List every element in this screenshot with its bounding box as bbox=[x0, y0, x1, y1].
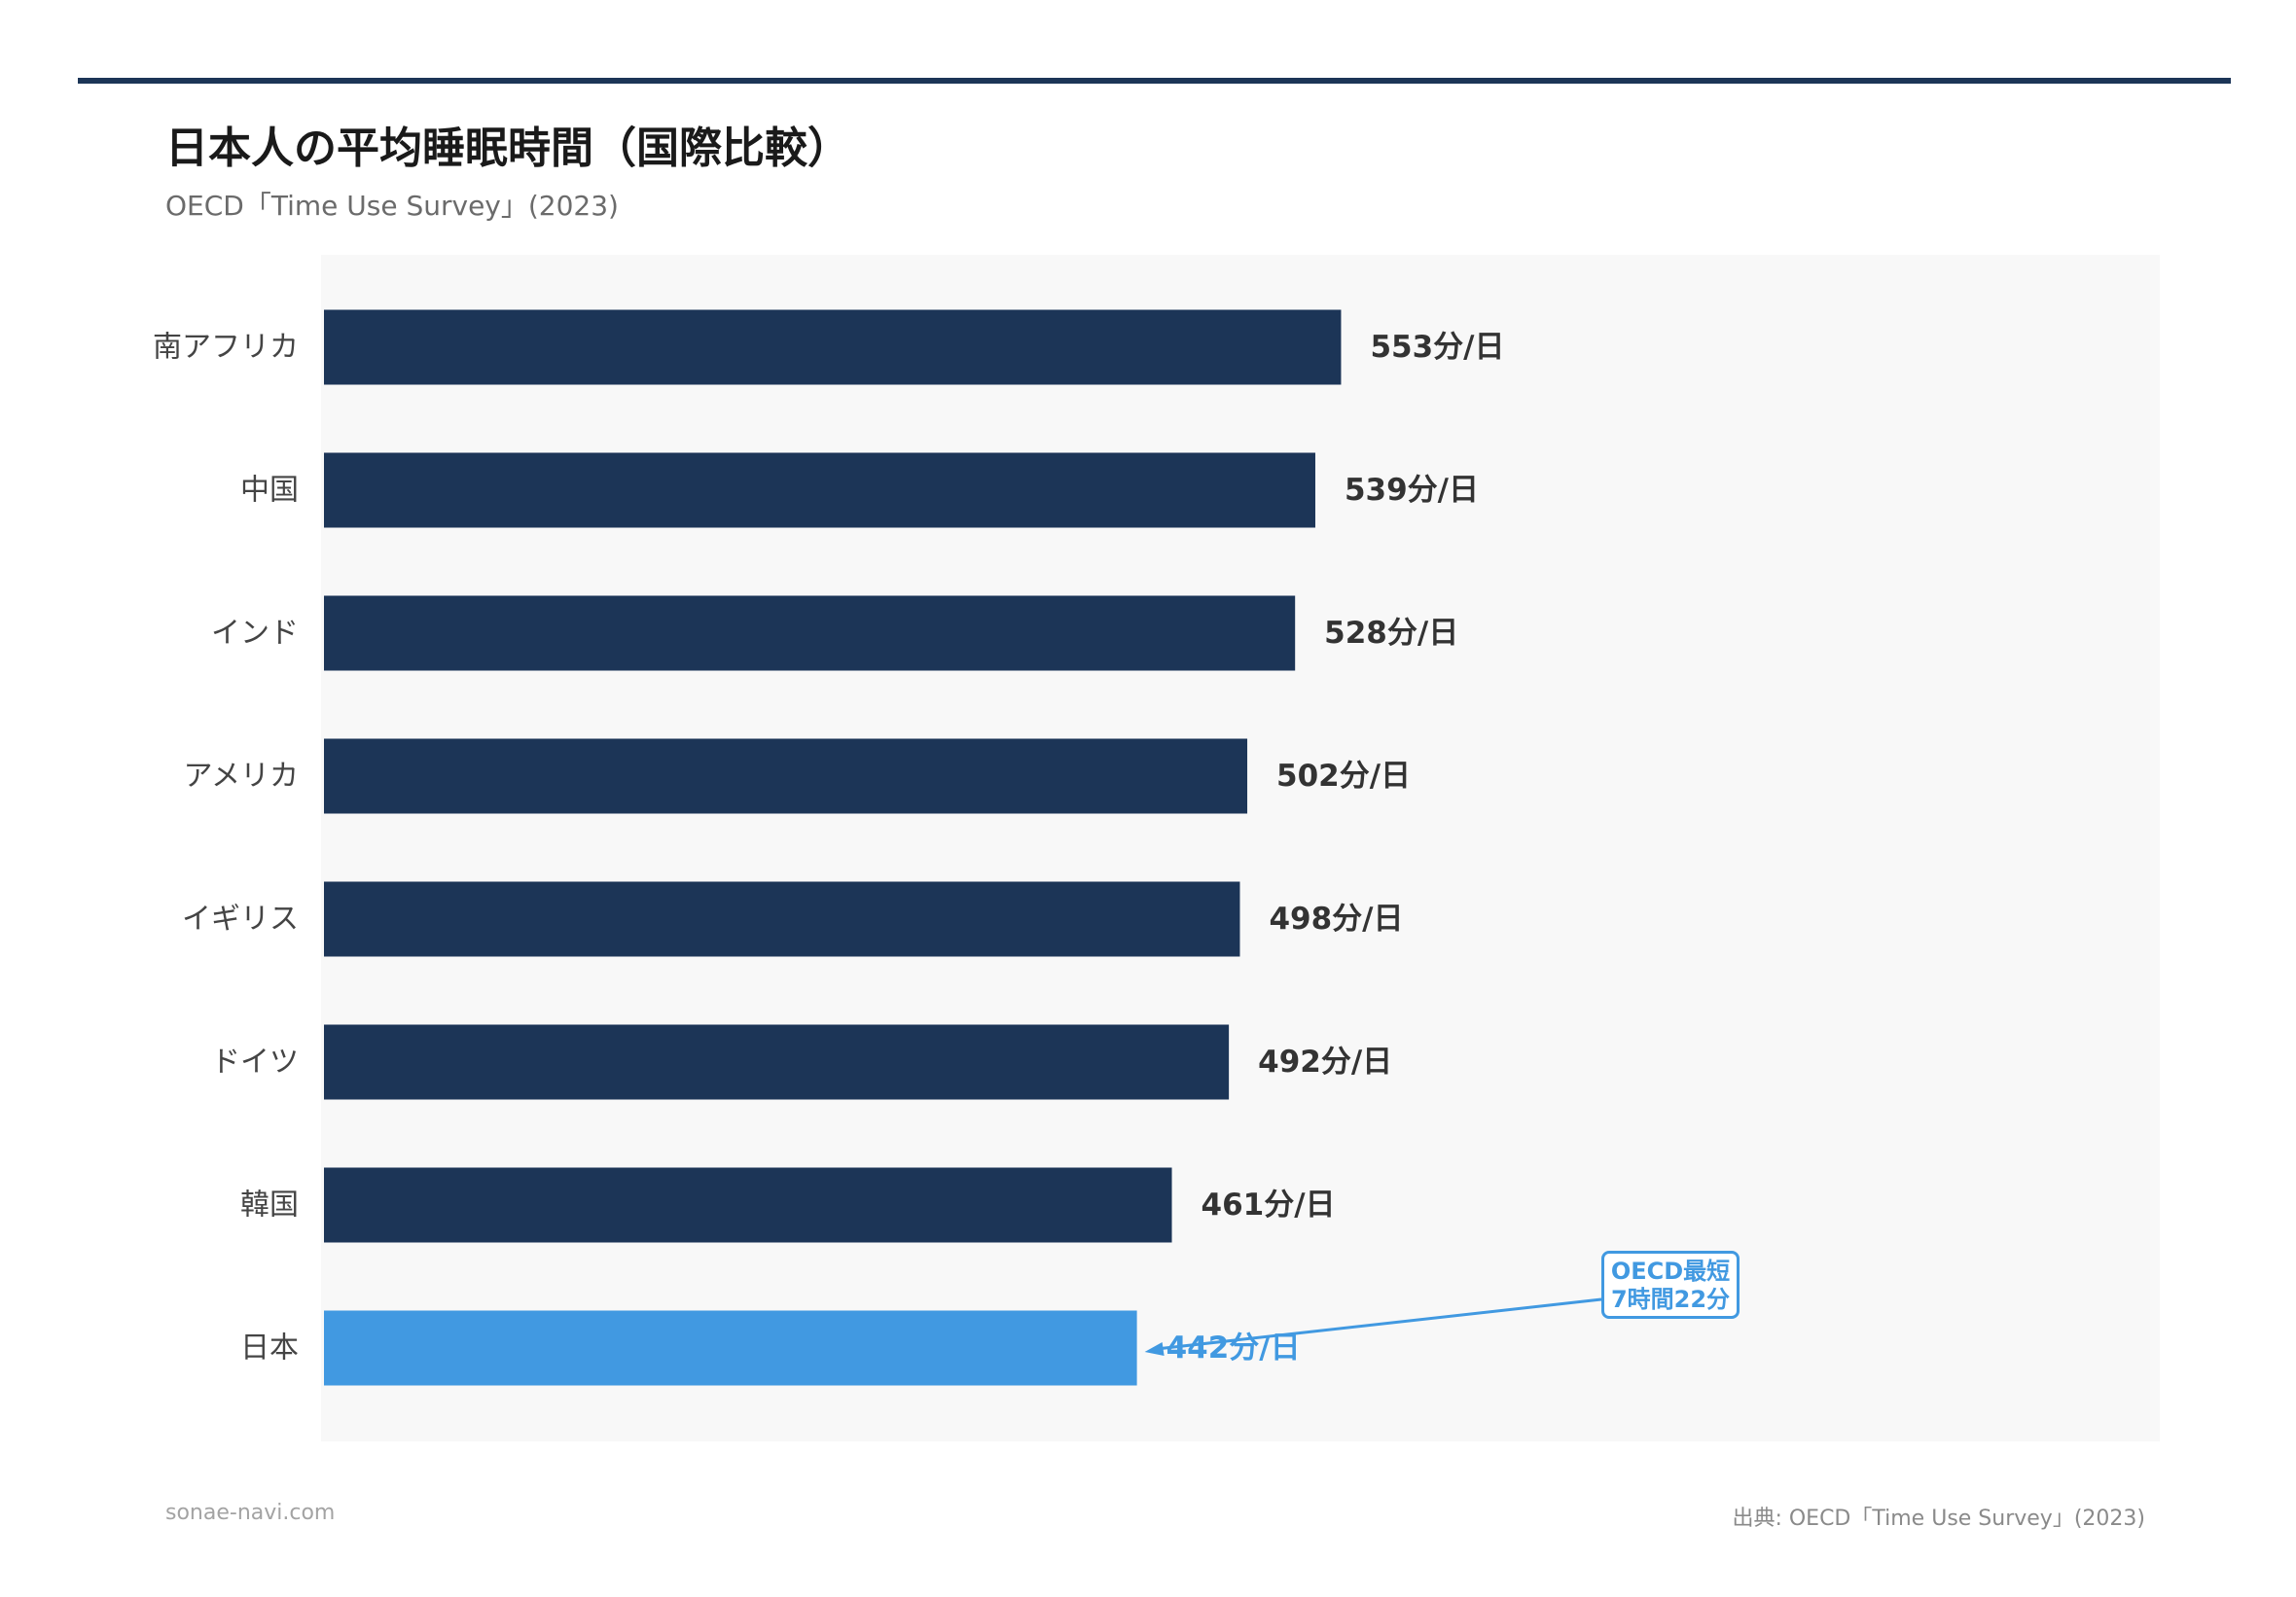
chart-subtitle: OECD「Time Use Survey」(2023) bbox=[165, 190, 619, 222]
category-label-6: 韓国 bbox=[240, 1189, 299, 1223]
bar-4 bbox=[324, 881, 1240, 957]
top-rule bbox=[78, 78, 2231, 84]
annotation-line2: 7時間22分 bbox=[1610, 1286, 1731, 1313]
bar-3 bbox=[324, 738, 1248, 814]
plot-area bbox=[321, 255, 2160, 1441]
value-label-3: 502分/日 bbox=[1276, 759, 1411, 794]
value-label-0: 553分/日 bbox=[1370, 330, 1504, 365]
category-label-3: アメリカ bbox=[184, 760, 300, 794]
bar-0 bbox=[324, 309, 1342, 385]
annotation-line1: OECD最短 bbox=[1610, 1258, 1731, 1285]
value-label-2: 528分/日 bbox=[1324, 616, 1458, 651]
bar-2 bbox=[324, 595, 1296, 671]
footer-source: 出典: OECD「Time Use Survey」(2023) bbox=[1732, 1507, 2145, 1531]
value-label-6: 461分/日 bbox=[1202, 1188, 1336, 1223]
category-label-7: 日本 bbox=[240, 1331, 299, 1366]
annotation-arrow-head bbox=[1144, 1342, 1165, 1356]
bar-1 bbox=[324, 452, 1315, 528]
annotation-callout: OECD最短 7時間22分 bbox=[1601, 1251, 1740, 1319]
bar-7 bbox=[324, 1310, 1137, 1386]
value-label-5: 492分/日 bbox=[1258, 1045, 1392, 1080]
category-label-1: 中国 bbox=[240, 474, 299, 508]
chart-title: 日本人の平均睡眠時間（国際比較） bbox=[165, 124, 850, 173]
annotation-arrow-line bbox=[1156, 1297, 1602, 1351]
footer-site: sonae-navi.com bbox=[165, 1501, 336, 1525]
bar-5 bbox=[324, 1024, 1230, 1100]
category-label-5: ドイツ bbox=[211, 1046, 299, 1080]
category-label-0: 南アフリカ bbox=[153, 331, 299, 365]
value-label-4: 498分/日 bbox=[1269, 902, 1403, 937]
value-label-1: 539分/日 bbox=[1345, 473, 1479, 508]
bar-6 bbox=[324, 1167, 1172, 1243]
category-label-2: インド bbox=[211, 617, 299, 651]
category-label-4: イギリス bbox=[182, 903, 299, 937]
